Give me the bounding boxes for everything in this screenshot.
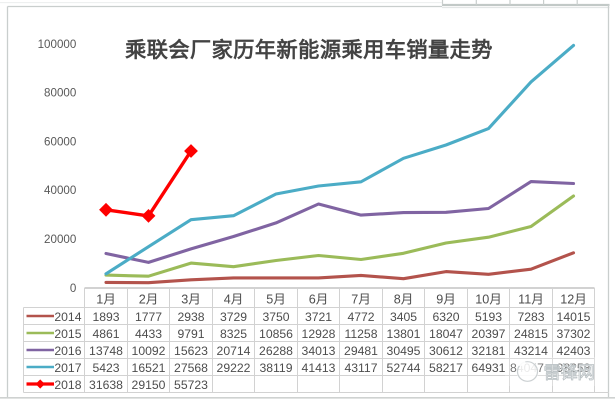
svg-text:52744: 52744 bbox=[387, 361, 421, 375]
svg-text:9月: 9月 bbox=[436, 292, 456, 306]
svg-text:24815: 24815 bbox=[514, 327, 548, 341]
svg-text:30495: 30495 bbox=[387, 344, 421, 358]
svg-text:42403: 42403 bbox=[557, 344, 591, 358]
svg-text:3721: 3721 bbox=[305, 310, 332, 324]
svg-text:5月: 5月 bbox=[266, 292, 286, 306]
svg-text:7283: 7283 bbox=[517, 310, 544, 324]
svg-text:10856: 10856 bbox=[259, 327, 293, 341]
svg-text:3729: 3729 bbox=[220, 310, 247, 324]
svg-text:40000: 40000 bbox=[44, 184, 76, 197]
svg-text:0: 0 bbox=[70, 282, 76, 295]
svg-text:7月: 7月 bbox=[351, 292, 371, 306]
svg-text:11月: 11月 bbox=[518, 292, 544, 306]
svg-text:3月: 3月 bbox=[181, 292, 201, 306]
svg-text:16521: 16521 bbox=[132, 361, 166, 375]
svg-text:12月: 12月 bbox=[560, 292, 587, 306]
svg-text:4861: 4861 bbox=[92, 327, 119, 341]
svg-text:98258: 98258 bbox=[557, 361, 591, 375]
svg-text:12928: 12928 bbox=[302, 327, 336, 341]
svg-text:10月: 10月 bbox=[475, 292, 502, 306]
svg-text:雷锋网: 雷锋网 bbox=[544, 363, 595, 383]
svg-text:27568: 27568 bbox=[174, 361, 208, 375]
svg-text:14015: 14015 bbox=[557, 310, 591, 324]
svg-text:18047: 18047 bbox=[429, 327, 463, 341]
svg-text:2938: 2938 bbox=[177, 310, 204, 324]
svg-text:41413: 41413 bbox=[302, 361, 336, 375]
svg-text:乘联会厂家历年新能源乘用车销量走势: 乘联会厂家历年新能源乘用车销量走势 bbox=[125, 37, 493, 62]
svg-text:58217: 58217 bbox=[429, 361, 463, 375]
svg-text:10092: 10092 bbox=[132, 344, 166, 358]
svg-text:13801: 13801 bbox=[387, 327, 421, 341]
svg-text:3750: 3750 bbox=[262, 310, 289, 324]
svg-text:60000: 60000 bbox=[44, 135, 76, 148]
svg-text:20000: 20000 bbox=[44, 233, 76, 246]
svg-text:3405: 3405 bbox=[390, 310, 417, 324]
svg-text:37302: 37302 bbox=[557, 327, 591, 341]
svg-text:20714: 20714 bbox=[217, 344, 251, 358]
svg-text:5193: 5193 bbox=[475, 310, 502, 324]
svg-text:4月: 4月 bbox=[224, 292, 244, 306]
svg-text:1777: 1777 bbox=[135, 310, 162, 324]
svg-text:2014: 2014 bbox=[54, 310, 81, 324]
svg-text:2018: 2018 bbox=[54, 378, 81, 392]
svg-text:43117: 43117 bbox=[345, 361, 378, 375]
svg-text:43214: 43214 bbox=[514, 344, 548, 358]
svg-text:80000: 80000 bbox=[44, 87, 76, 100]
svg-text:30612: 30612 bbox=[429, 344, 463, 358]
svg-text:29150: 29150 bbox=[132, 378, 166, 392]
svg-text:4772: 4772 bbox=[347, 310, 374, 324]
svg-text:38119: 38119 bbox=[260, 361, 293, 375]
svg-text:32181: 32181 bbox=[472, 344, 506, 358]
svg-text:15623: 15623 bbox=[174, 344, 208, 358]
svg-text:9791: 9791 bbox=[177, 327, 204, 341]
svg-text:1月: 1月 bbox=[96, 292, 116, 306]
svg-text:64931: 64931 bbox=[472, 361, 506, 375]
svg-text:100000: 100000 bbox=[38, 38, 77, 51]
svg-text:2月: 2月 bbox=[139, 292, 159, 306]
svg-text:29222: 29222 bbox=[217, 361, 251, 375]
svg-text:8月: 8月 bbox=[394, 292, 414, 306]
svg-text:5423: 5423 bbox=[92, 361, 119, 375]
svg-text:6月: 6月 bbox=[309, 292, 329, 306]
svg-text:6320: 6320 bbox=[432, 310, 459, 324]
svg-text:34013: 34013 bbox=[302, 344, 336, 358]
svg-text:31638: 31638 bbox=[89, 378, 123, 392]
svg-text:11258: 11258 bbox=[345, 327, 378, 341]
svg-text:2015: 2015 bbox=[54, 327, 81, 341]
svg-text:13748: 13748 bbox=[89, 344, 123, 358]
svg-text:2017: 2017 bbox=[54, 361, 81, 375]
svg-text:2016: 2016 bbox=[54, 344, 81, 358]
svg-text:1893: 1893 bbox=[92, 310, 119, 324]
svg-text:55723: 55723 bbox=[174, 378, 208, 392]
svg-text:26288: 26288 bbox=[259, 344, 293, 358]
svg-text:8325: 8325 bbox=[220, 327, 247, 341]
svg-text:20397: 20397 bbox=[472, 327, 506, 341]
svg-text:4433: 4433 bbox=[135, 327, 162, 341]
svg-text:29481: 29481 bbox=[344, 344, 378, 358]
